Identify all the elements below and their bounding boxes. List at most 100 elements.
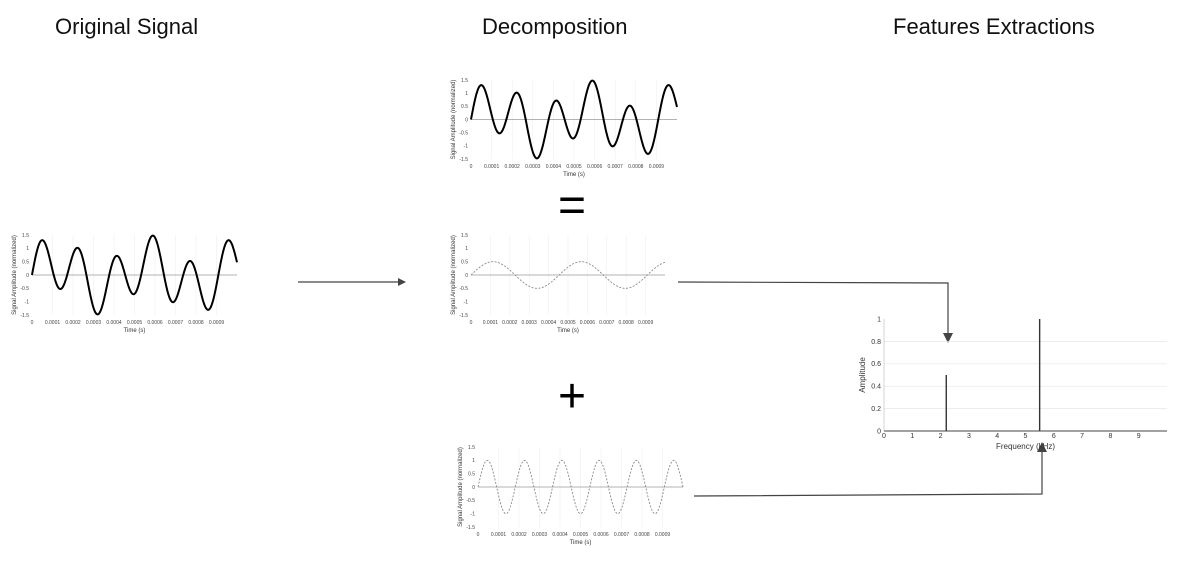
y-axis-label: Signal Amplitude (normalized) xyxy=(458,447,464,527)
x-tick-label: 0.0005 xyxy=(566,164,582,170)
heading-original-signal: Original Signal xyxy=(55,14,199,39)
y-tick-label: -1.5 xyxy=(459,313,468,319)
x-tick-label: 0.0003 xyxy=(86,320,102,326)
y-tick-label: 1 xyxy=(26,246,29,252)
x-tick-label: 6 xyxy=(1052,433,1056,440)
y-tick-label: 0 xyxy=(465,273,468,279)
y-tick-label: 0 xyxy=(472,485,475,491)
y-axis-label: Signal Amplitude (normalized) xyxy=(451,80,457,160)
x-tick-label: 0.0004 xyxy=(106,320,122,326)
x-tick-label: 0.0009 xyxy=(209,320,225,326)
x-tick-label: 0.0002 xyxy=(502,320,518,326)
x-tick-label: 0.0004 xyxy=(541,320,557,326)
y-tick-label: 0.6 xyxy=(871,361,881,368)
y-tick-label: 1.5 xyxy=(461,233,468,239)
x-tick-label: 0.0006 xyxy=(587,164,603,170)
frequency-spectrum-plot: 1 0.8 0.6 0.4 0.2 00 1 2 3 4 5 6 7 8 9 Frequency (kHz) A… xyxy=(858,316,1167,451)
x-tick-label: 2 xyxy=(939,433,943,440)
x-tick-label: 0.0004 xyxy=(552,532,568,538)
x-tick-label: 0.0007 xyxy=(599,320,615,326)
x-tick-label: 0.0002 xyxy=(505,164,521,170)
x-tick-label: 0.0002 xyxy=(511,532,527,538)
heading-features-extractions: Features Extractions xyxy=(893,14,1095,39)
x-tick-label: 0 xyxy=(882,433,886,440)
x-tick-label: 0.0007 xyxy=(614,532,630,538)
x-tick-label: 0.0005 xyxy=(560,320,576,326)
y-tick-label: -1 xyxy=(464,299,469,305)
x-tick-label: 0.0009 xyxy=(649,164,665,170)
y-tick-label: -1.5 xyxy=(466,525,475,531)
y-axis-label: Signal Amplitude (normalized) xyxy=(451,235,457,315)
y-tick-label: 1.5 xyxy=(22,233,29,239)
y-tick-label: 0 xyxy=(465,117,468,123)
x-axis-label: Time (s) xyxy=(563,172,585,178)
flow-arrows xyxy=(298,278,1047,497)
x-tick-label: 0.0009 xyxy=(655,532,671,538)
x-tick-label: 8 xyxy=(1108,433,1112,440)
y-tick-label: 0.8 xyxy=(871,339,881,346)
heading-decomposition: Decomposition xyxy=(482,14,628,39)
x-tick-label: 0.0008 xyxy=(619,320,635,326)
y-tick-label: 1 xyxy=(472,458,475,464)
y-tick-label: 0 xyxy=(877,428,881,435)
y-tick-label: -0.5 xyxy=(466,498,475,504)
x-tick-label: 0.0004 xyxy=(546,164,562,170)
plus-operator: + xyxy=(558,370,586,423)
y-tick-label: 0.2 xyxy=(871,406,881,413)
x-tick-label: 0.0006 xyxy=(147,320,163,326)
y-tick-label: 0.5 xyxy=(22,259,29,265)
x-axis-label: Time (s) xyxy=(124,328,146,334)
y-tick-label: -1 xyxy=(471,511,476,517)
y-axis-label: Amplitude xyxy=(858,357,867,393)
x-tick-label: 0.0008 xyxy=(634,532,650,538)
y-tick-label: 1 xyxy=(465,91,468,97)
x-tick-label: 0.0005 xyxy=(573,532,589,538)
y-tick-label: 0.5 xyxy=(461,104,468,110)
x-tick-label: 0.0001 xyxy=(491,532,507,538)
y-tick-label: -0.5 xyxy=(20,286,29,292)
y-tick-label: 1 xyxy=(877,316,881,323)
equals-operator: = xyxy=(558,179,586,232)
y-axis-label: Signal Amplitude (normalized) xyxy=(12,235,18,315)
y-tick-label: 0 xyxy=(26,273,29,279)
x-axis-label: Time (s) xyxy=(570,540,592,546)
y-tick-label: -0.5 xyxy=(459,286,468,292)
x-tick-label: 0.0007 xyxy=(168,320,184,326)
x-tick-label: 0.0003 xyxy=(522,320,538,326)
x-tick-label: 0 xyxy=(470,164,473,170)
x-tick-label: 9 xyxy=(1137,433,1141,440)
arrow-high-component-to-spectrum xyxy=(693,442,1047,497)
x-tick-label: 0.0001 xyxy=(483,320,499,326)
y-tick-label: 1 xyxy=(465,246,468,252)
x-tick-label: 0.0008 xyxy=(628,164,644,170)
x-axis-label: Frequency (kHz) xyxy=(996,442,1055,451)
x-tick-label: 0.0007 xyxy=(608,164,624,170)
time-plot-original: 1.510.50-0.5-1-1.50 0.0001 0.0002 0.0003 0.0… xyxy=(12,233,238,334)
x-tick-label: 0.0008 xyxy=(188,320,204,326)
y-tick-label: -1 xyxy=(25,299,30,305)
y-tick-label: -1 xyxy=(464,144,469,150)
y-tick-label: -1.5 xyxy=(459,157,468,163)
x-tick-label: 0 xyxy=(31,320,34,326)
arrow-low-component-to-spectrum xyxy=(677,281,953,343)
time-plot-decomposition-sum: 1.510.50-0.5-1-1.50 0.0001 0.0002 0.0003 0.0… xyxy=(451,78,678,178)
x-tick-label: 0.0003 xyxy=(525,164,541,170)
time-plot-component-high: 1.510.50-0.5-1-1.50 0.0001 0.0002 0.0003 0.0… xyxy=(458,445,684,546)
y-tick-label: -0.5 xyxy=(459,130,468,136)
y-tick-label: 1.5 xyxy=(468,445,475,451)
x-tick-label: 4 xyxy=(995,433,999,440)
x-tick-label: 5 xyxy=(1024,433,1028,440)
y-tick-label: 0.4 xyxy=(871,384,881,391)
x-tick-label: 0.0005 xyxy=(127,320,143,326)
y-tick-label: 0.5 xyxy=(461,259,468,265)
signal-line xyxy=(470,79,678,160)
x-tick-label: 0.0001 xyxy=(484,164,500,170)
signal-line xyxy=(477,459,684,515)
x-tick-label: 1 xyxy=(910,433,914,440)
y-tick-label: -1.5 xyxy=(20,313,29,319)
time-plot-component-low: 1.510.50-0.5-1-1.50 0.0001 0.0002 0.0003 0.0… xyxy=(451,233,666,334)
x-tick-label: 7 xyxy=(1080,433,1084,440)
signal-line xyxy=(470,261,666,289)
x-tick-label: 0.0006 xyxy=(580,320,596,326)
